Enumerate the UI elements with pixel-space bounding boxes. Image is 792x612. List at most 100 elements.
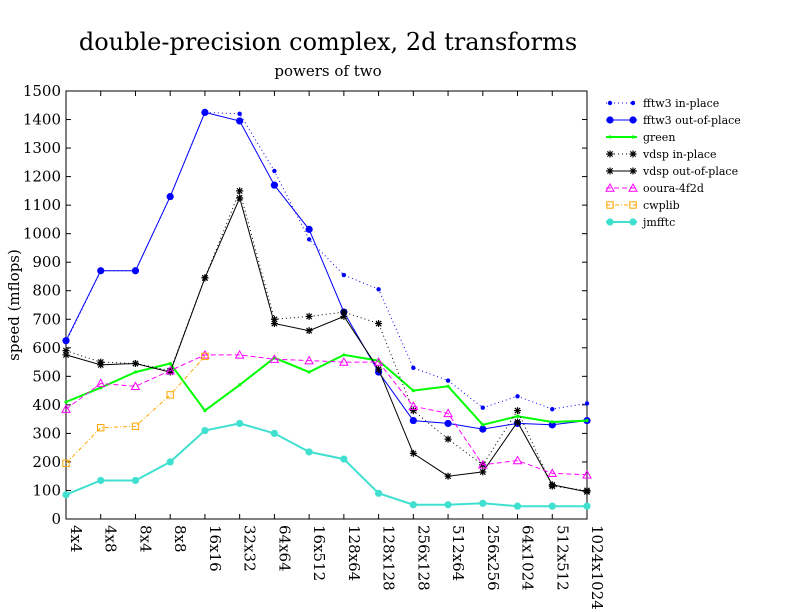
legend-swatch-marker-a-1 (606, 116, 614, 124)
legend-swatch-marker-b-3 (629, 150, 637, 158)
series-7-point-12 (479, 499, 487, 507)
series-1-point-12 (479, 425, 487, 433)
series-2-point-4 (203, 408, 207, 413)
x-tick-label-3: 8x8 (171, 525, 189, 553)
series-4-point-6 (270, 320, 278, 328)
y-tick-label-2: 200 (32, 453, 61, 471)
series-5-point-5 (234, 349, 245, 359)
series-1 (62, 108, 591, 433)
y-tick-label-11: 1100 (23, 196, 61, 214)
series-7-point-13 (513, 502, 522, 510)
series-5-point-8 (339, 357, 349, 366)
x-tick-label-4: 16x16 (206, 525, 224, 572)
series-3-point-6 (270, 315, 278, 323)
series-5-point-9 (373, 357, 384, 366)
series-0-point-15 (584, 401, 590, 406)
legend-swatch-marker-a-4 (606, 167, 614, 175)
legend-item-7: jmfftc (606, 216, 675, 229)
series-7-point-9 (375, 489, 383, 497)
x-tick-label-9: 128x128 (380, 525, 398, 591)
series-4 (62, 194, 591, 496)
y-tick-label-1: 100 (32, 481, 61, 499)
y-tick-label-5: 500 (32, 367, 61, 385)
series-3-point-8 (340, 308, 348, 316)
series-0-point-10 (411, 365, 416, 370)
series-5-point-11 (443, 408, 453, 418)
series-3-point-9 (375, 320, 383, 328)
x-tick-label-2: 8x4 (136, 525, 154, 553)
series-6-point-3 (166, 391, 174, 399)
series-1-point-7 (305, 225, 313, 233)
series-3 (62, 187, 591, 494)
legend: fftw3 in-place fftw3 out-of-place green vds… (605, 97, 741, 229)
legend-swatch-marker-b-1 (629, 116, 637, 124)
series-4-point-9 (375, 365, 383, 373)
series-0-point-9 (376, 287, 381, 292)
x-tick-label-13: 64x1024 (519, 525, 537, 591)
series-line-6 (65, 356, 206, 464)
series-1-point-6 (270, 181, 278, 189)
series-4-point-10 (409, 449, 417, 457)
x-tick-label-12: 256x256 (484, 525, 502, 591)
series-3-point-7 (305, 312, 313, 320)
legend-item-2: green (606, 131, 675, 144)
legend-label-0: fftw3 in-place (643, 97, 719, 110)
legend-item-0: fftw3 in-place (606, 97, 719, 110)
series-3-point-13 (514, 407, 522, 415)
y-tick-label-4: 400 (32, 396, 61, 414)
series-line-4 (65, 196, 588, 493)
series-0 (63, 110, 590, 412)
series-2 (64, 353, 589, 427)
x-tick-label-5: 32x32 (241, 525, 259, 572)
legend-item-5: ooura-4f2d (605, 182, 704, 195)
series-5-point-6 (269, 354, 280, 363)
series-0-point-14 (550, 406, 555, 412)
series-1-point-0 (62, 337, 70, 345)
series-0-point-8 (341, 272, 347, 278)
series-line-5 (65, 354, 588, 476)
series-7-point-5 (236, 419, 244, 428)
series-1-point-10 (409, 416, 417, 425)
legend-label-2: green (643, 131, 675, 144)
y-tick-label-13: 1300 (23, 139, 61, 157)
y-tick-label-10: 1000 (23, 225, 61, 243)
axes: 0 100 200 300 400 500 600 700 800 900 1000 1100 1200… (23, 82, 606, 610)
legend-swatch-marker-a-7 (606, 218, 614, 226)
x-tick-label-7: 16x512 (310, 525, 328, 581)
legend-item-3: vdsp in-place (606, 148, 717, 161)
series-0-point-7 (306, 237, 312, 242)
series-layer (61, 108, 592, 510)
series-5-point-4 (200, 349, 210, 359)
series-7-point-7 (305, 448, 313, 456)
series-7-point-4 (201, 426, 209, 435)
x-tick-label-1: 4x8 (102, 525, 120, 553)
legend-swatch-marker-b-6 (629, 201, 637, 209)
series-7-point-6 (270, 429, 278, 437)
series-7-point-1 (97, 476, 105, 485)
series-7-point-14 (548, 502, 556, 510)
series-5-point-10 (408, 401, 419, 410)
series-4-point-8 (340, 312, 348, 320)
series-0-point-12 (480, 405, 485, 410)
y-tick-label-7: 700 (32, 310, 61, 328)
y-axis-label: speed (mflops) (5, 249, 23, 361)
series-2-point-12 (481, 423, 485, 427)
legend-swatch-marker-a-0 (607, 100, 613, 106)
y-tick-label-9: 900 (32, 253, 61, 271)
series-4-point-3 (166, 368, 174, 376)
series-1-point-4 (201, 108, 209, 116)
x-tick-label-11: 512x64 (449, 525, 467, 581)
series-1-point-11 (444, 419, 452, 428)
series-2-point-5 (238, 383, 242, 387)
series-5-point-3 (165, 365, 176, 375)
series-6-point-0 (62, 459, 70, 468)
chart-subtitle: powers of two (274, 62, 381, 80)
series-4-point-0 (62, 351, 70, 359)
legend-swatch-marker-a-5 (605, 182, 615, 192)
series-6-point-1 (97, 423, 105, 432)
legend-swatch-marker-b-5 (628, 182, 638, 192)
series-4-point-15 (583, 488, 591, 496)
legend-label-4: vdsp out-of-place (642, 165, 738, 178)
legend-label-7: jmfftc (641, 216, 675, 229)
x-tick-label-10: 256x128 (414, 525, 432, 591)
